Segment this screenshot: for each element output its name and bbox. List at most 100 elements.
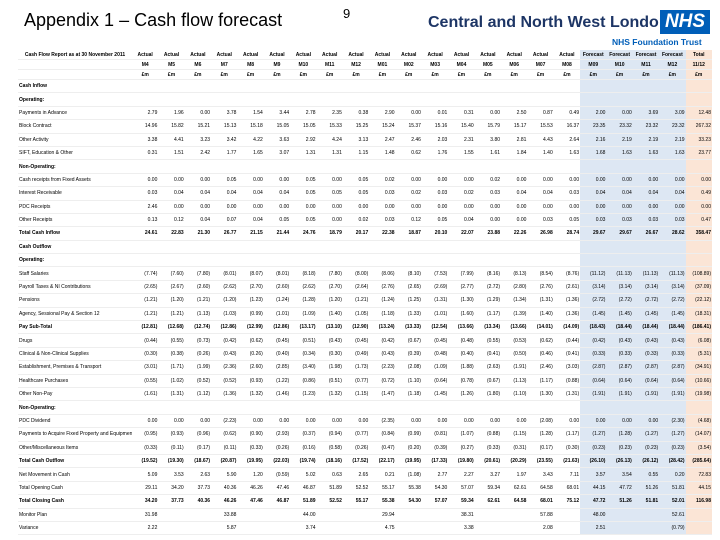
cell: 4.75 — [369, 521, 396, 536]
cell: 62.61 — [501, 481, 528, 496]
cell: 0.03 — [580, 213, 607, 228]
cell: 52.52 — [342, 481, 370, 496]
cell: (1.22) — [263, 374, 291, 388]
cell: (1.36) — [553, 293, 581, 308]
cell: 54.30 — [421, 481, 449, 496]
cell: 0.31 — [448, 106, 475, 121]
cell: (285.64) — [685, 454, 712, 469]
cell: (1.10) — [395, 374, 422, 388]
cell: 0.04 — [606, 186, 633, 201]
column-period: M6 — [184, 59, 212, 70]
row-label: Drugs — [18, 333, 132, 348]
cell: (1.08) — [395, 467, 422, 482]
cell: 12.48 — [685, 106, 712, 121]
cell: 0.00 — [580, 200, 607, 214]
empty-cell — [474, 159, 502, 174]
cell: 22.26 — [501, 226, 528, 241]
table-row: Total Cash Inflow 24.61 22.83 21.30 26.77 21.… — [18, 226, 712, 241]
empty-cell — [553, 79, 581, 94]
cell: (0.64) — [606, 374, 633, 388]
empty-cell — [342, 92, 370, 107]
cell: (0.73) — [184, 333, 212, 348]
column-period: M12 — [659, 59, 686, 70]
column-status: Actual — [132, 50, 159, 60]
cell: (0.26) — [184, 347, 212, 362]
cell: (20.87) — [211, 454, 238, 469]
column-status: Actual — [527, 50, 554, 60]
empty-cell — [342, 521, 370, 536]
cell: (4.68) — [685, 414, 712, 429]
cell: (1.28) — [527, 427, 554, 442]
cell: 0.00 — [342, 200, 370, 214]
empty-cell — [659, 79, 686, 94]
cell: (22.17) — [369, 454, 396, 469]
cell: (0.42) — [369, 333, 396, 348]
cell: (1.17) — [553, 427, 581, 442]
cell: (1.23) — [237, 293, 264, 308]
cell: 24.76 — [290, 226, 317, 241]
column-status: Actual — [342, 50, 370, 60]
cell: (3.14) — [632, 280, 660, 295]
table-row: Variance 2.22 5.87 3.74 4.75 3.38 2.08 2.51 (0.7… — [18, 521, 712, 536]
empty-cell — [606, 400, 633, 415]
row-label: Clinical & Non-Clinical Supplies — [18, 347, 132, 362]
cell: (18.67) — [184, 454, 212, 469]
cell: (0.90) — [237, 427, 264, 442]
column-period: M11 — [316, 59, 343, 70]
cell: (0.17) — [184, 441, 212, 455]
cell: 1.68 — [580, 146, 607, 161]
cell: 0.04 — [580, 186, 607, 201]
cell: (1.31) — [527, 293, 554, 308]
row-label: Other Non-Pay — [18, 387, 132, 402]
cell: (0.55) — [132, 374, 159, 388]
cell: 0.00 — [606, 200, 633, 214]
cell: (1.05) — [342, 307, 370, 322]
cell: 1.31 — [290, 146, 317, 161]
cell: (14.09) — [553, 320, 581, 335]
cell: 0.49 — [685, 186, 712, 201]
cell: (1.29) — [474, 293, 502, 308]
table-row: Other Activity 3.38 4.41 3.23 3.42 4.22 3.63 2.… — [18, 133, 712, 147]
cell: (13.24) — [369, 320, 396, 335]
empty-cell — [606, 159, 633, 174]
cell: (2.46) — [527, 360, 554, 375]
cell: (0.51) — [290, 333, 317, 348]
empty-cell — [158, 159, 185, 174]
empty-cell — [395, 79, 422, 94]
cell: 3.78 — [211, 106, 238, 121]
cell: 0.00 — [316, 200, 343, 214]
empty-cell — [553, 253, 581, 268]
empty-cell — [211, 159, 238, 174]
cell: (1.13) — [501, 374, 528, 388]
cell: 0.00 — [501, 173, 528, 188]
cell: (13.17) — [290, 320, 317, 335]
cell: (12.90) — [342, 320, 370, 335]
empty-cell — [290, 240, 317, 255]
column-unit: £m — [474, 69, 502, 80]
cell: (1.47) — [369, 387, 396, 402]
cell: (0.33) — [132, 441, 159, 455]
empty-cell — [606, 240, 633, 255]
row-label: Other/Miscellaneous Items — [18, 441, 132, 455]
table-row: PDC Dividend 0.00 0.00 0.00 (2.23) 0.00 0.00 0.… — [18, 414, 712, 429]
cell: 0.00 — [553, 173, 581, 188]
cell: (2.63) — [474, 360, 502, 375]
cell: (2.62) — [290, 280, 317, 295]
empty-cell — [158, 400, 185, 415]
column-unit: £m — [553, 69, 581, 80]
cell: 34.20 — [132, 494, 159, 509]
empty-cell — [474, 79, 502, 94]
cell: 0.00 — [421, 200, 449, 214]
empty-cell — [632, 400, 660, 415]
cell: (7.99) — [448, 266, 475, 281]
cell: 0.00 — [290, 200, 317, 214]
empty-cell — [369, 79, 396, 94]
cell: 20.17 — [342, 226, 370, 241]
cell: 52.52 — [316, 494, 343, 509]
cell: 0.05 — [290, 173, 317, 188]
cell: 18.87 — [395, 226, 422, 241]
empty-cell — [158, 79, 185, 94]
cell: 1.48 — [369, 146, 396, 161]
cell: 0.55 — [632, 467, 660, 482]
empty-cell — [421, 159, 449, 174]
